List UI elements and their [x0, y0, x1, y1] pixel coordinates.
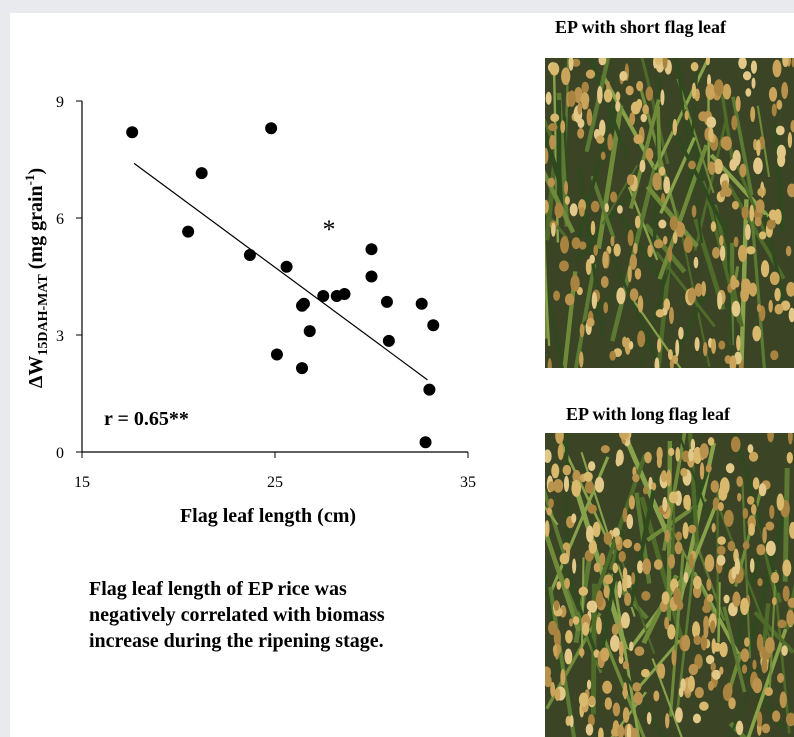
- chart-axes: [81, 101, 468, 453]
- x-axis-label: Flag leaf length (cm): [180, 505, 356, 527]
- chart-ticks: 0 3 6 9 15 25 35: [56, 94, 476, 491]
- data-point: [317, 290, 330, 302]
- figure-caption: Flag leaf length of EP rice was negative…: [89, 578, 385, 652]
- data-point: [303, 325, 316, 338]
- data-point: [382, 334, 395, 347]
- data-points: [126, 122, 440, 449]
- data-point: [296, 299, 309, 312]
- figure-panel: 0 3 6 9 15 25 35 * r = 0.65** Flag leaf length…: [10, 13, 794, 737]
- data-point: [365, 243, 378, 256]
- photo-title-long: EP with long flag leaf: [566, 404, 731, 424]
- data-point: [126, 126, 139, 139]
- data-point: [243, 249, 256, 262]
- data-point: [195, 167, 208, 180]
- photo-title-short: EP with short flag leaf: [555, 17, 726, 37]
- y-axis-label-unit: (mg grain: [25, 185, 47, 274]
- y-axis-label: ΔW15DAH-MAT (mg grain-1): [22, 168, 51, 388]
- data-point: [415, 297, 428, 310]
- y-tick-label: 6: [56, 211, 64, 228]
- data-point: [182, 225, 195, 238]
- data-point: [270, 348, 283, 361]
- data-point: [265, 122, 278, 135]
- y-axis-label-subscript: 15DAH-MAT: [36, 274, 51, 356]
- long-flag-leaf-photo: [545, 433, 794, 737]
- x-tick-label: 25: [267, 474, 283, 491]
- data-point: [380, 295, 393, 308]
- x-tick-label: 35: [460, 474, 476, 491]
- data-point: [338, 288, 351, 301]
- trend-line: [133, 162, 428, 381]
- significance-marker: *: [323, 215, 336, 244]
- data-point: [423, 383, 436, 396]
- data-point: [296, 362, 309, 375]
- y-tick-label: 0: [56, 445, 64, 462]
- y-tick-label: 9: [56, 94, 64, 111]
- short-flag-leaf-photo: [545, 58, 794, 368]
- data-point: [280, 260, 293, 273]
- y-tick-label: 3: [56, 328, 64, 345]
- y-axis-label-prefix: ΔW: [25, 356, 47, 389]
- data-point: [419, 436, 432, 449]
- data-point: [365, 270, 378, 283]
- scatter-chart: 0 3 6 9 15 25 35 * r = 0.65** Flag leaf length…: [22, 94, 476, 527]
- correlation-label: r = 0.65**: [104, 408, 189, 430]
- y-axis-label-unit-sup: -1: [22, 174, 37, 185]
- data-point: [427, 319, 440, 332]
- x-tick-label: 15: [74, 474, 90, 491]
- y-axis-label-close: ): [25, 168, 47, 175]
